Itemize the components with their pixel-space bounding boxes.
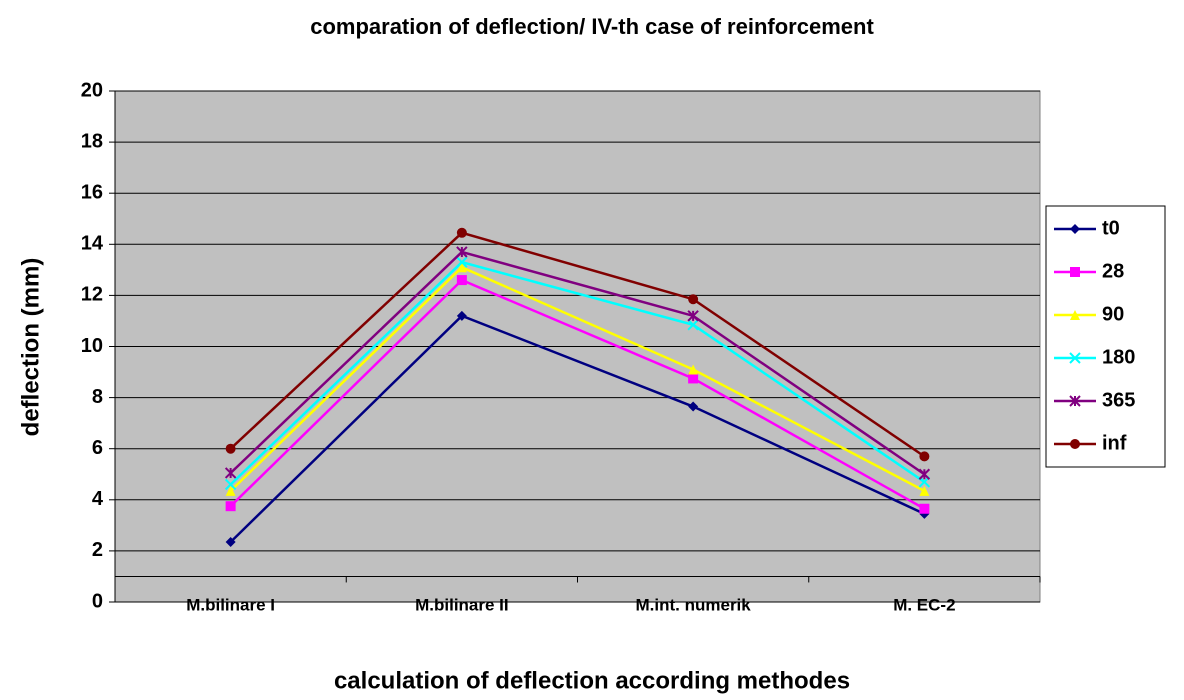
legend-label: 180 bbox=[1102, 346, 1135, 368]
legend-label: 90 bbox=[1102, 303, 1124, 325]
marker bbox=[687, 319, 699, 331]
line bbox=[229, 278, 925, 510]
marker bbox=[919, 503, 930, 514]
marker bbox=[1070, 310, 1080, 320]
legend-label: inf bbox=[1102, 432, 1127, 454]
y-tick-label: 16 bbox=[81, 181, 103, 203]
marker bbox=[225, 501, 236, 512]
marker bbox=[688, 364, 699, 375]
series bbox=[225, 227, 930, 462]
y-tick-label: 14 bbox=[81, 233, 104, 255]
marker bbox=[456, 310, 467, 321]
marker bbox=[225, 443, 236, 454]
x-tick-label: M.bilinare II bbox=[415, 595, 509, 614]
marker bbox=[1070, 267, 1080, 277]
marker bbox=[1070, 439, 1080, 449]
marker bbox=[1069, 395, 1081, 407]
legend-label: t0 bbox=[1102, 217, 1120, 239]
line bbox=[229, 260, 926, 486]
marker bbox=[456, 262, 467, 273]
marker bbox=[224, 467, 237, 479]
line bbox=[229, 314, 925, 543]
series bbox=[225, 310, 930, 547]
y-tick-label: 18 bbox=[81, 130, 103, 152]
x-tick-label: M.bilinare I bbox=[186, 595, 275, 614]
y-axis-label: deflection (mm) bbox=[17, 258, 44, 437]
series bbox=[225, 275, 930, 514]
marker bbox=[919, 485, 930, 496]
y-tick-label: 20 bbox=[81, 79, 103, 101]
series bbox=[224, 246, 931, 480]
marker bbox=[918, 468, 931, 480]
marker bbox=[456, 227, 467, 238]
legend-box bbox=[1045, 205, 1166, 468]
line bbox=[229, 231, 926, 458]
y-tick-label: 8 bbox=[92, 386, 103, 408]
marker bbox=[688, 401, 699, 412]
y-tick-label: 0 bbox=[92, 590, 103, 612]
y-tick-label: 4 bbox=[92, 488, 104, 510]
marker bbox=[688, 294, 699, 305]
chart-title: comparation of deflection/ IV-th case of… bbox=[310, 14, 874, 39]
marker bbox=[456, 256, 468, 268]
marker bbox=[456, 246, 468, 258]
marker bbox=[225, 485, 236, 496]
marker bbox=[224, 478, 237, 491]
marker bbox=[456, 275, 467, 286]
marker bbox=[687, 310, 699, 322]
marker bbox=[1069, 352, 1081, 364]
marker bbox=[1070, 224, 1080, 234]
x-tick-label: M.int. numerik bbox=[636, 595, 752, 614]
series bbox=[225, 262, 930, 496]
marker bbox=[225, 536, 236, 547]
legend-label: 28 bbox=[1102, 260, 1124, 282]
marker bbox=[688, 373, 699, 384]
line bbox=[229, 265, 925, 492]
x-tick-label: M. EC-2 bbox=[893, 595, 955, 614]
y-tick-label: 6 bbox=[92, 437, 103, 459]
y-tick-label: 12 bbox=[81, 284, 103, 306]
legend-label: 365 bbox=[1102, 389, 1135, 411]
x-axis-label: calculation of deflection according meth… bbox=[334, 667, 850, 694]
line bbox=[229, 250, 926, 476]
y-tick-label: 2 bbox=[92, 539, 103, 561]
marker bbox=[919, 451, 930, 462]
y-tick-label: 10 bbox=[81, 335, 103, 357]
